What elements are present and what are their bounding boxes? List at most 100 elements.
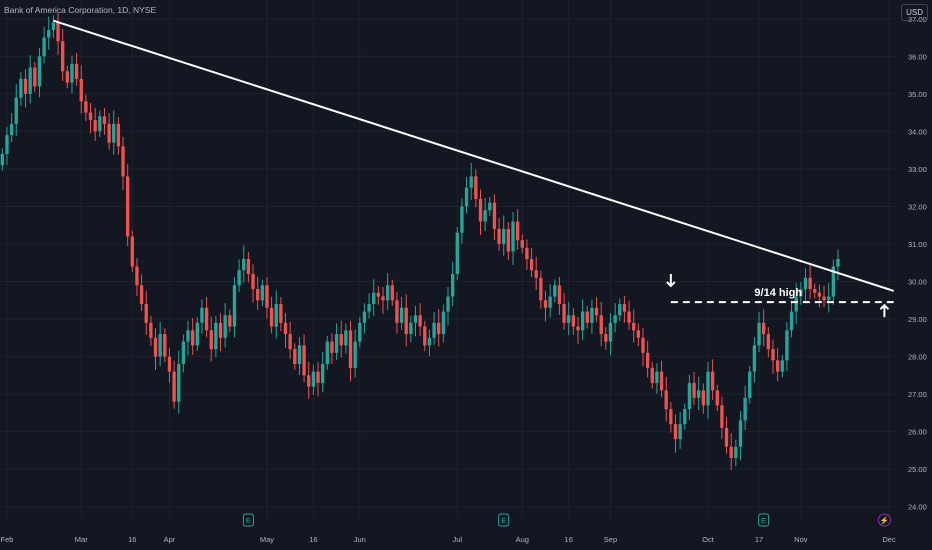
- candle-body: [673, 424, 678, 440]
- trendline: [53, 19, 894, 292]
- candle-body: [125, 176, 130, 237]
- candle-body: [515, 221, 520, 241]
- x-tick-label: Mar: [75, 535, 88, 544]
- candle-body: [478, 198, 483, 222]
- candle-body: [483, 210, 487, 222]
- candle-body: [432, 322, 436, 338]
- candle-body: [307, 375, 311, 387]
- candle-body: [803, 277, 808, 290]
- candle-body: [246, 259, 251, 275]
- candle-body: [88, 112, 93, 121]
- candle-body: [195, 322, 199, 346]
- candle-body: [460, 206, 464, 233]
- candle-body: [641, 337, 645, 353]
- candle-body: [757, 322, 761, 346]
- candle-body: [274, 304, 278, 327]
- candle-body: [594, 307, 599, 316]
- candle-body: [418, 315, 422, 327]
- candle-body: [488, 202, 492, 211]
- x-tick-label: 16: [128, 535, 136, 544]
- candle-body: [399, 307, 404, 323]
- candle-body: [687, 382, 692, 410]
- y-tick-label: 37.00: [908, 15, 927, 24]
- event-label: ⚡: [880, 516, 889, 525]
- candle-body: [404, 307, 408, 335]
- candle-body: [748, 371, 752, 398]
- candle-body: [539, 277, 543, 301]
- candle-body: [785, 330, 789, 361]
- y-tick-label: 29.00: [908, 315, 927, 324]
- candle-body: [260, 285, 264, 301]
- candle-body: [836, 259, 840, 267]
- candle-body: [265, 285, 269, 308]
- candle-body: [297, 345, 302, 365]
- candle-body: [139, 285, 144, 305]
- candle-body: [632, 322, 636, 331]
- candle-body: [664, 390, 668, 410]
- candle-body: [817, 292, 822, 297]
- candle-body: [186, 330, 190, 342]
- candle-body: [279, 304, 283, 323]
- candle-body: [413, 315, 418, 323]
- x-tick-label: Dec: [882, 535, 896, 544]
- candle-body: [283, 322, 288, 335]
- candle-body: [372, 292, 376, 305]
- x-tick-label: Apr: [164, 535, 176, 544]
- candle-body: [172, 371, 176, 402]
- candle-body: [831, 266, 835, 297]
- candle-body: [255, 289, 260, 301]
- candle-body: [724, 427, 729, 447]
- candle-body: [446, 296, 450, 312]
- x-tick-label: Jun: [354, 535, 366, 544]
- candle-body: [28, 67, 32, 94]
- event-label: E: [246, 516, 251, 525]
- earnings-icon: [242, 513, 254, 527]
- candle-body: [177, 364, 181, 402]
- y-tick-label: 24.00: [908, 503, 927, 512]
- x-tick-label: May: [260, 535, 274, 544]
- candle-body: [385, 285, 390, 301]
- candle-body: [112, 123, 116, 143]
- candle-body: [502, 228, 506, 244]
- candle-body: [645, 352, 650, 368]
- candle-body: [427, 337, 432, 346]
- candle-body: [209, 330, 213, 350]
- earnings-icon: [498, 513, 510, 527]
- candle-body: [204, 307, 209, 331]
- candle-body: [520, 240, 524, 248]
- candle-body: [450, 274, 455, 297]
- candle-body: [474, 176, 478, 199]
- candle-body: [608, 322, 613, 342]
- x-tick-label: 17: [755, 535, 763, 544]
- candle-body: [181, 341, 186, 365]
- candle-body: [511, 221, 515, 252]
- candle-body: [423, 326, 427, 346]
- candle-body: [153, 337, 158, 357]
- candle-body: [37, 56, 42, 87]
- candle-body: [376, 292, 381, 297]
- candle-body: [562, 304, 566, 323]
- candle-body: [316, 371, 320, 383]
- candle-body: [144, 304, 148, 323]
- candle-body: [242, 259, 246, 271]
- currency-button[interactable]: USD: [901, 4, 928, 21]
- candle-body: [116, 123, 121, 147]
- candle-body: [464, 187, 469, 207]
- candle-body: [534, 270, 538, 278]
- candle-body: [636, 330, 641, 338]
- candle-body: [251, 274, 255, 290]
- x-tick-label: Feb: [0, 535, 13, 544]
- arrow-up-icon: [879, 303, 890, 318]
- candle-body: [74, 63, 79, 79]
- candle-body: [710, 371, 715, 391]
- candle-body: [409, 322, 413, 335]
- y-tick-label: 31.00: [908, 240, 927, 249]
- x-tick-label: 16: [565, 535, 573, 544]
- candle-body: [330, 341, 334, 353]
- candle-body: [167, 356, 172, 372]
- resistance-label: 9/14 high: [754, 287, 802, 299]
- candle-body: [5, 135, 9, 154]
- candle-body: [358, 322, 362, 342]
- arrow-down-icon: [666, 274, 676, 288]
